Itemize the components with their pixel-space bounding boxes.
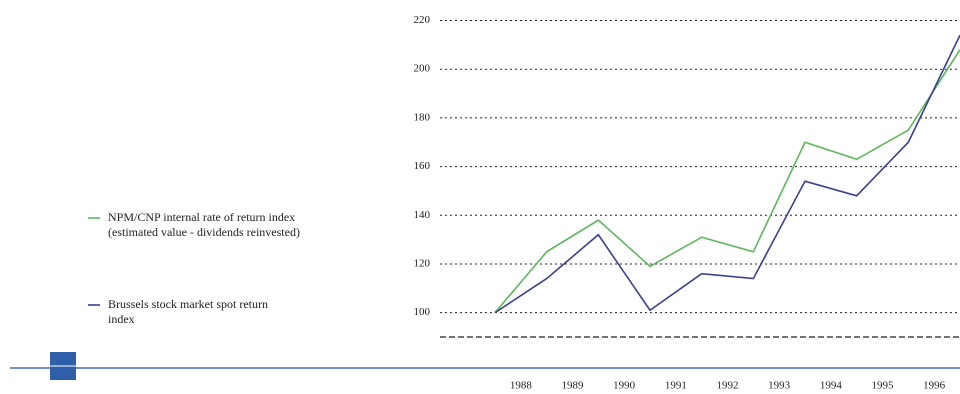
y-tick-label: 120 bbox=[414, 257, 431, 269]
y-tick-label: 100 bbox=[414, 306, 431, 318]
x-tick-label: 1994 bbox=[820, 380, 843, 392]
legend-label: Brussels stock market spot return index bbox=[108, 297, 268, 326]
x-tick-label: 1995 bbox=[872, 380, 895, 392]
x-tick-label: 1996 bbox=[923, 380, 946, 392]
series-line bbox=[494, 34, 960, 314]
y-tick-label: 180 bbox=[414, 111, 431, 123]
y-tick-label: 220 bbox=[414, 14, 431, 26]
x-tick-label: 1993 bbox=[768, 380, 791, 392]
x-tick-label: 1991 bbox=[665, 380, 687, 392]
y-tick-label: 200 bbox=[414, 63, 431, 75]
x-tick-label: 1988 bbox=[510, 380, 533, 392]
series-line bbox=[494, 49, 960, 314]
x-tick-label: 1992 bbox=[717, 380, 739, 392]
y-tick-label: 160 bbox=[414, 160, 431, 172]
legend-label: NPM/CNP internal rate of return index (e… bbox=[108, 210, 300, 239]
y-tick-label: 140 bbox=[414, 209, 431, 221]
x-tick-label: 1989 bbox=[562, 380, 585, 392]
x-tick-label: 1990 bbox=[613, 380, 636, 392]
